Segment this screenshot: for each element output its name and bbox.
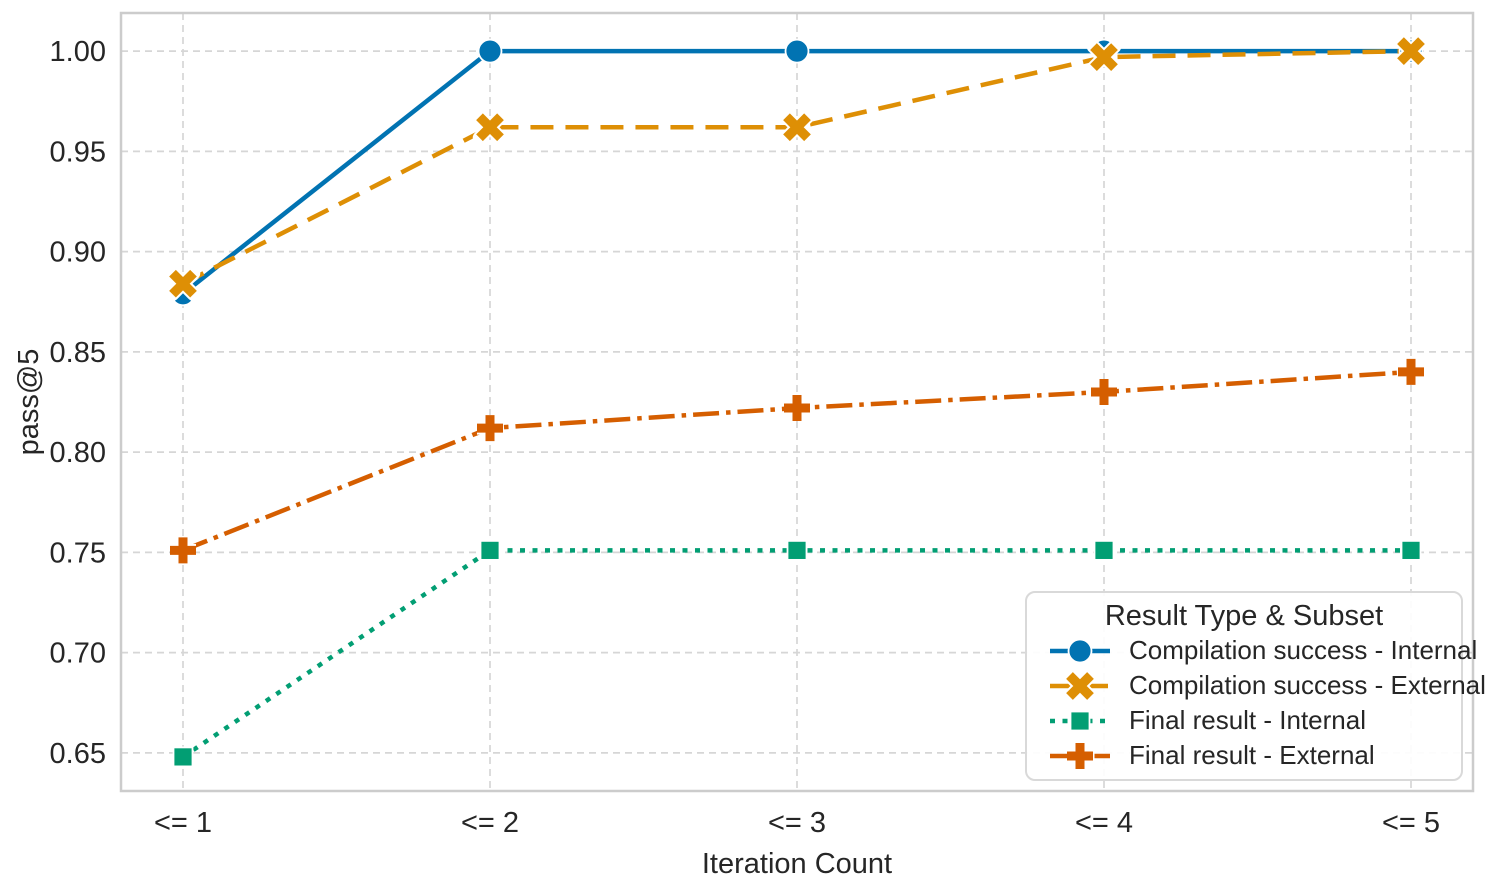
marker-plus	[1398, 358, 1424, 385]
legend-sample-plus-icon	[1050, 742, 1110, 769]
legend-item-label: Compilation success - Internal	[1129, 635, 1478, 665]
legend-item: Compilation success - Internal	[1027, 633, 1477, 668]
legend-item-label: Final result - External	[1129, 740, 1375, 770]
legend-sample-square-icon	[1050, 710, 1110, 731]
legend-item-label: Final result - Internal	[1129, 705, 1366, 735]
plot-border	[119, 11, 1475, 793]
marker-x	[783, 113, 811, 142]
marker-x	[1090, 43, 1118, 71]
y-axis-title: pass@5	[13, 349, 45, 456]
marker-x	[169, 269, 197, 298]
marker-plus	[784, 395, 810, 422]
marker-square	[1093, 539, 1115, 561]
y-tick-label: 0.75	[50, 537, 106, 569]
x-tick-label: <= 1	[154, 807, 212, 839]
legend-item: Compilation success - External	[1027, 668, 1485, 703]
marker-square	[1400, 539, 1422, 561]
y-tick-label: 1.00	[50, 36, 106, 68]
x-tick-label: <= 5	[1382, 807, 1440, 839]
x-tick-label: <= 4	[1075, 807, 1133, 839]
marker-plus	[1091, 378, 1117, 405]
legend-item-label: Compilation success - External	[1129, 670, 1485, 700]
y-tick-label: 0.90	[50, 237, 106, 269]
y-tick-label: 0.70	[50, 638, 106, 670]
marker-circle	[784, 38, 810, 64]
marker-x	[476, 113, 504, 142]
marker-plus	[477, 415, 503, 442]
chart-legend: Result Type & Subset Compilation success…	[1025, 591, 1485, 781]
legend-sample-circle-icon	[1050, 638, 1110, 663]
legend-rows: Compilation success - Internal Compilatio…	[1027, 633, 1485, 773]
x-tick-label: <= 3	[768, 807, 826, 839]
legend-title: Result Type & Subset	[1104, 600, 1384, 632]
marker-circle	[477, 38, 503, 64]
marker-square	[172, 746, 194, 768]
marker-square	[1069, 710, 1091, 731]
x-tick-label: <= 2	[461, 807, 519, 839]
y-tick-label: 0.95	[50, 136, 106, 168]
marker-square	[479, 539, 501, 561]
legend-item: Final result - External	[1027, 738, 1461, 773]
marker-x	[1066, 671, 1094, 700]
legend-item: Final result - Internal	[1027, 703, 1461, 738]
marker-circle	[1067, 638, 1093, 663]
marker-plus	[170, 537, 196, 564]
marker-square	[786, 539, 808, 561]
y-tick-label: 0.85	[50, 337, 106, 369]
legend-sample-x-icon	[1050, 670, 1110, 701]
x-axis-title: Iteration Count	[702, 848, 892, 880]
y-tick-label: 0.80	[50, 437, 106, 469]
y-tick-label: 0.65	[50, 738, 106, 770]
marker-x	[1397, 37, 1425, 65]
marker-plus	[1067, 742, 1093, 769]
